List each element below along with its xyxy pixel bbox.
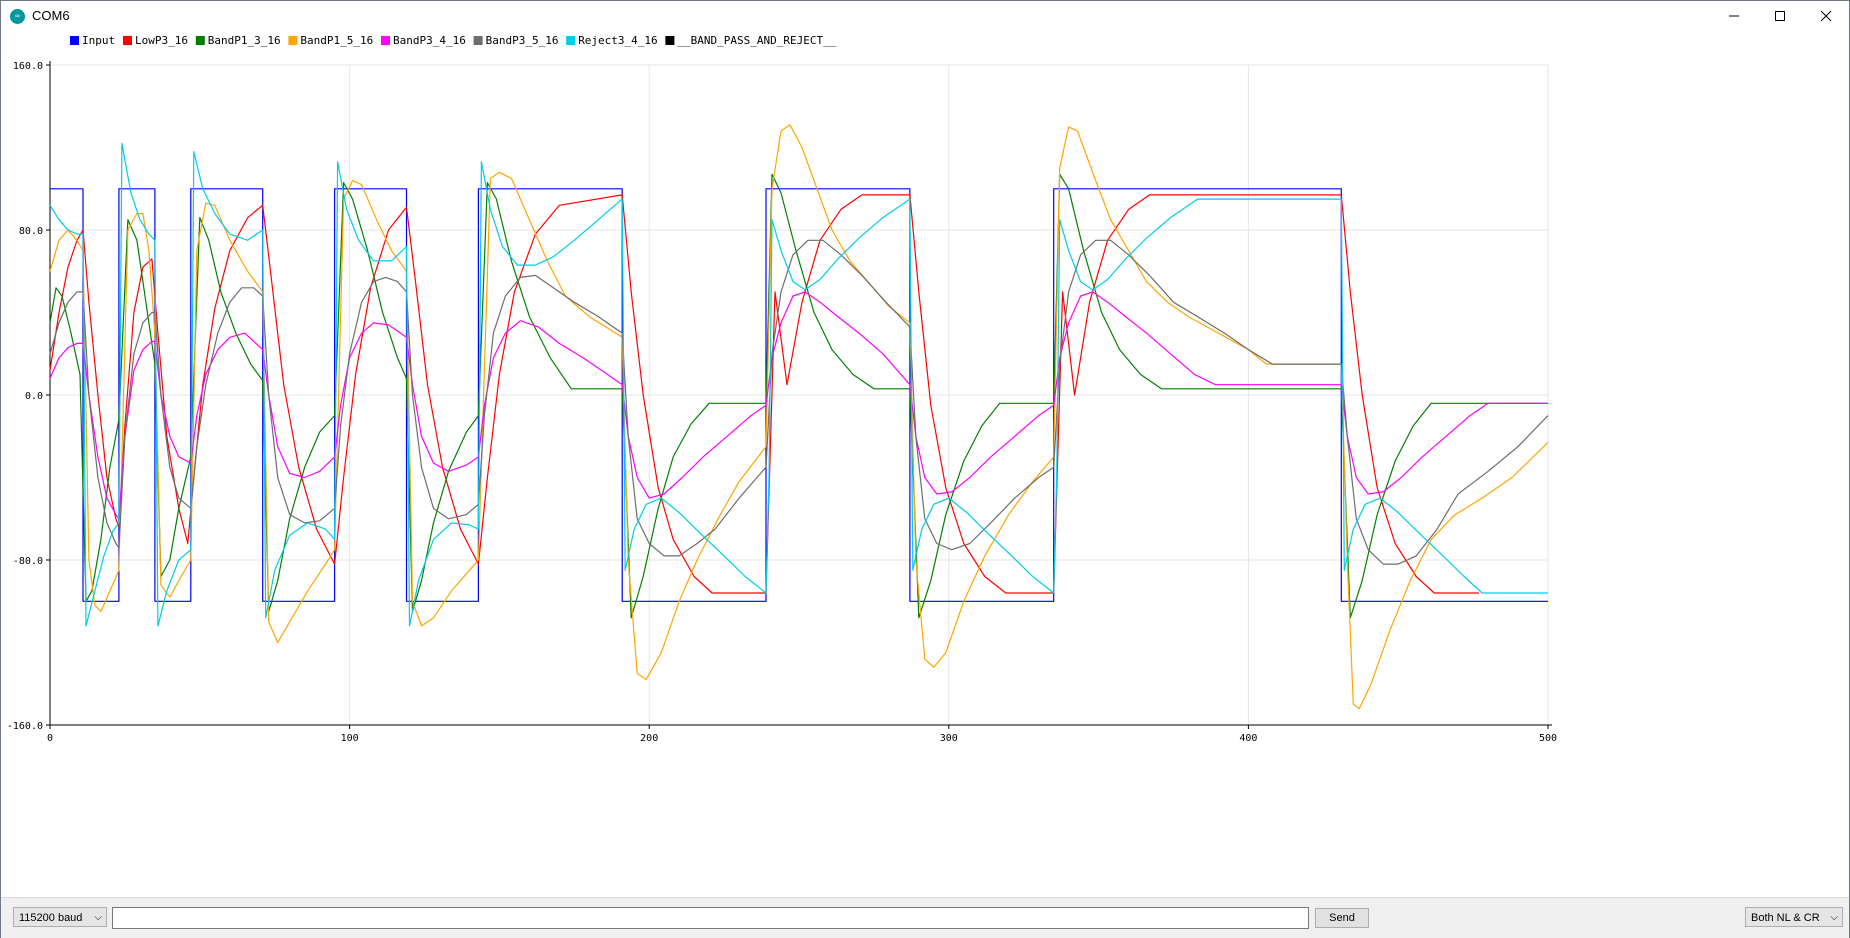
- legend-swatch: [381, 36, 390, 45]
- y-tick-label: -80.0: [13, 556, 43, 567]
- y-tick-label: 0.0: [25, 391, 43, 402]
- x-tick-label: 200: [640, 733, 658, 744]
- legend-swatch: [195, 36, 205, 45]
- legend-label: BandP3_5_16: [486, 34, 559, 47]
- baud-rate-select[interactable]: 115200 baud ⌵: [13, 907, 107, 927]
- x-tick-label: 300: [940, 733, 958, 744]
- message-input[interactable]: [112, 907, 1309, 929]
- close-icon: [1820, 10, 1832, 22]
- series-line: [49, 173, 1548, 619]
- maximize-button[interactable]: [1757, 1, 1803, 31]
- legend-label: BandP1_3_16: [208, 34, 281, 47]
- minimize-icon: [1729, 15, 1739, 17]
- axes: -160.0 -80.0 0.0 80.0 160.0 0 100 200 300 400 500: [7, 61, 1557, 744]
- x-tick-label: 500: [1539, 733, 1557, 744]
- chevron-down-icon: ⌵: [94, 912, 102, 923]
- legend: Input LowP3_16 BandP1_3_16 BandP1_5_16 BandP…: [70, 34, 837, 47]
- close-button[interactable]: [1803, 1, 1849, 31]
- legend-label: BandP1_5_16: [300, 34, 373, 47]
- grid: [50, 64, 1549, 726]
- legend-label: __BAND_PASS_AND_REJECT__: [677, 34, 836, 47]
- series-layer: [49, 124, 1549, 710]
- chevron-down-icon: ⌵: [1830, 912, 1838, 923]
- window-title: COM6: [32, 8, 70, 23]
- series-line: [49, 124, 1549, 710]
- minimize-button[interactable]: [1711, 1, 1757, 31]
- legend-label: Reject3_4_16: [578, 34, 657, 47]
- send-button[interactable]: Send: [1315, 908, 1369, 928]
- legend-label: Input: [82, 34, 115, 47]
- legend-swatch: [566, 36, 576, 45]
- series-line: [49, 239, 1549, 565]
- series-line: [49, 142, 1548, 627]
- legend-swatch: [473, 36, 483, 45]
- x-tick-label: 0: [47, 733, 53, 744]
- line-ending-value: Both NL & CR: [1751, 912, 1820, 924]
- maximize-icon: [1775, 11, 1785, 21]
- x-tick-label: 400: [1239, 733, 1257, 744]
- arduino-icon: ∞: [10, 9, 25, 24]
- series-line: [49, 291, 1548, 520]
- line-ending-select[interactable]: Both NL & CR ⌵: [1745, 907, 1843, 927]
- y-tick-label: 80.0: [19, 226, 43, 237]
- legend-label: LowP3_16: [135, 34, 188, 47]
- legend-label: BandP3_4_16: [393, 34, 466, 47]
- series-line: [49, 194, 1480, 594]
- legend-swatch: [288, 36, 298, 45]
- legend-swatch: [665, 36, 675, 45]
- y-tick-label: 160.0: [13, 61, 43, 72]
- title-bar: ∞ COM6: [1, 1, 1849, 31]
- baud-rate-value: 115200 baud: [19, 912, 83, 924]
- legend-swatch: [123, 36, 132, 45]
- x-tick-label: 100: [341, 733, 359, 744]
- y-tick-label: -160.0: [7, 721, 43, 732]
- bottom-toolbar: 115200 baud ⌵ Send Both NL & CR ⌵: [1, 897, 1849, 938]
- legend-swatch: [70, 36, 79, 45]
- plot-area: Input LowP3_16 BandP1_3_16 BandP1_5_16 BandP…: [7, 34, 1557, 744]
